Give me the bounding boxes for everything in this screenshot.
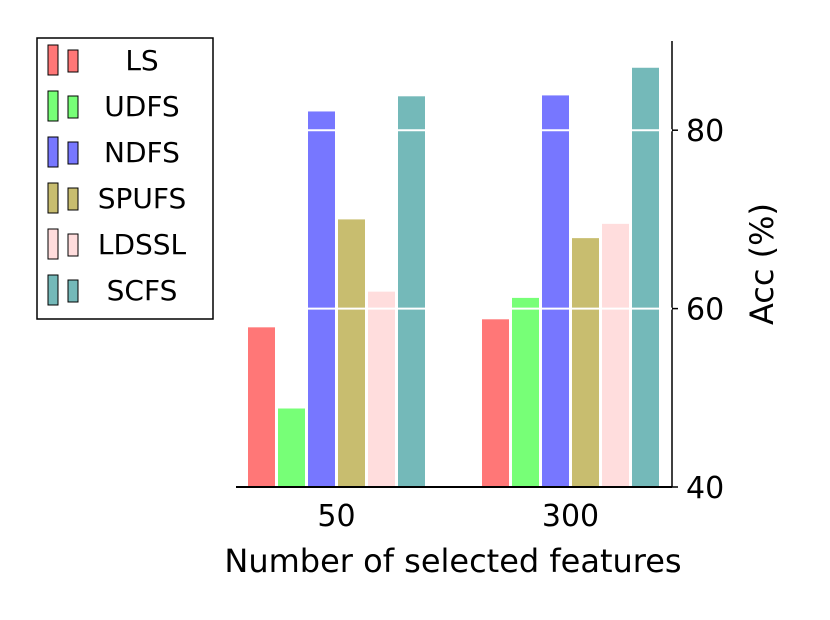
legend-swatch-spufs-b — [67, 187, 79, 211]
y-axis-label: Acc (%) — [743, 203, 781, 325]
bar-ldssl-50 — [368, 291, 395, 487]
legend-items: LS UDFS NDFS SPUFS LDSSL SCFS — [47, 44, 187, 307]
y-tick-label-40: 40 — [686, 471, 724, 506]
legend-frame — [36, 37, 214, 320]
bar-ndfs-300 — [542, 95, 569, 488]
x-axis-label: Number of selected features — [224, 542, 681, 580]
x-tick-labels: 50 300 — [317, 499, 599, 534]
bar-scfs-300 — [632, 67, 659, 487]
legend-swatch-ls-a — [47, 44, 59, 76]
bars — [248, 67, 659, 488]
bar-ls-50 — [248, 327, 275, 487]
y-tick-labels: 40 60 80 — [672, 114, 724, 506]
legend-swatch-udfs-b — [67, 95, 79, 119]
legend-swatch-ndfs-a — [47, 136, 59, 168]
legend-label-scfs: SCFS — [107, 274, 178, 307]
legend-swatch-ls-b — [67, 49, 79, 73]
legend-swatch-ldssl-b — [67, 233, 79, 257]
legend-label-ls: LS — [125, 44, 158, 77]
y-tick-label-80: 80 — [686, 114, 724, 149]
legend-label-spufs: SPUFS — [98, 182, 187, 215]
x-tick-label-300: 300 — [542, 499, 599, 534]
y-tick-label-60: 60 — [686, 293, 724, 328]
legend-swatch-udfs-a — [47, 90, 59, 122]
legend-swatch-scfs-a — [47, 274, 59, 306]
legend: LS UDFS NDFS SPUFS LDSSL SCFS — [36, 37, 214, 320]
legend-swatch-spufs-a — [47, 182, 59, 214]
bar-spufs-50 — [338, 219, 365, 487]
legend-label-ldssl: LDSSL — [98, 228, 187, 261]
bar-ls-300 — [482, 319, 509, 487]
legend-swatch-scfs-b — [67, 279, 79, 303]
legend-label-ndfs: NDFS — [104, 136, 180, 169]
bar-ndfs-50 — [308, 111, 335, 487]
bar-udfs-300 — [512, 297, 539, 487]
bar-ldssl-300 — [602, 223, 629, 488]
bar-spufs-300 — [572, 238, 599, 487]
legend-label-udfs: UDFS — [104, 90, 179, 123]
gridlines — [236, 129, 672, 310]
legend-swatch-ldssl-a — [47, 228, 59, 260]
bar-udfs-50 — [278, 408, 305, 487]
bar-scfs-50 — [398, 96, 425, 487]
legend-swatch-ndfs-b — [67, 141, 79, 165]
axes — [236, 41, 673, 488]
x-tick-label-50: 50 — [317, 499, 355, 534]
